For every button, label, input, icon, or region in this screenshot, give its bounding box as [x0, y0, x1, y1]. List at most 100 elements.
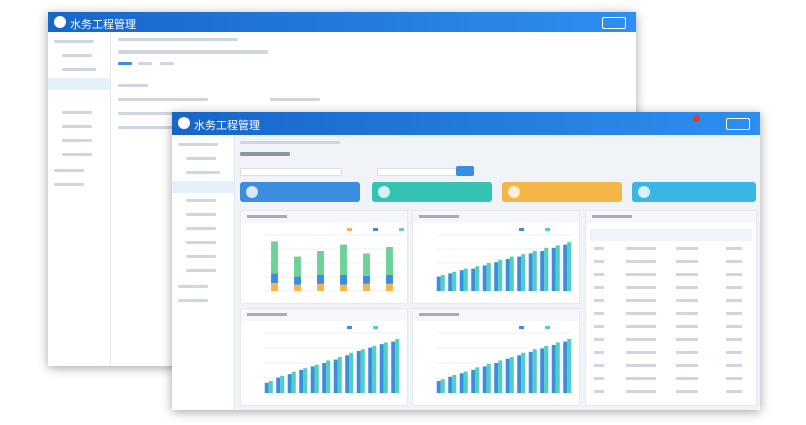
bar — [436, 381, 441, 393]
table-cell — [594, 286, 604, 289]
bar-segment — [294, 256, 301, 277]
bar — [463, 268, 468, 291]
table-cell — [676, 273, 698, 276]
bar — [482, 366, 487, 393]
table-cell — [626, 351, 656, 354]
bar — [540, 348, 545, 393]
bar-segment — [340, 244, 347, 275]
table-cell — [594, 273, 604, 276]
table-cell — [626, 299, 656, 302]
bar — [517, 355, 522, 393]
bar — [463, 371, 468, 393]
bar — [395, 339, 400, 393]
bar-segment — [363, 283, 370, 291]
table-cell — [676, 351, 698, 354]
bar — [482, 265, 487, 291]
table-cell — [626, 260, 656, 263]
legend-swatch — [545, 326, 550, 329]
bar-segment — [294, 284, 301, 291]
bar — [459, 373, 464, 393]
table-cell — [676, 338, 698, 341]
panel-title — [419, 215, 459, 218]
bar — [452, 375, 457, 393]
table-cell — [594, 364, 604, 367]
chart — [413, 211, 579, 292]
legend-swatch — [399, 228, 404, 231]
chart-panel — [412, 210, 580, 304]
table-cell — [726, 338, 742, 341]
logo — [178, 117, 190, 129]
chart — [413, 309, 579, 394]
bar — [333, 359, 338, 393]
table-cell — [726, 260, 742, 263]
bar — [540, 251, 545, 291]
panel-header — [241, 309, 407, 321]
panel-title — [247, 215, 287, 218]
panel-title — [419, 313, 459, 316]
bar — [532, 349, 537, 393]
bar — [276, 377, 281, 393]
bar — [372, 345, 377, 393]
bar — [436, 276, 441, 291]
legend-swatch — [519, 228, 524, 231]
bar — [563, 244, 568, 291]
bar-segment — [317, 283, 324, 291]
bar-segment — [317, 275, 324, 284]
panel-header — [413, 211, 579, 223]
bar — [368, 347, 373, 393]
table-panel — [585, 210, 757, 406]
logout-button[interactable] — [726, 118, 750, 130]
bar — [563, 341, 568, 393]
table — [586, 211, 756, 393]
bar — [471, 268, 476, 291]
table-cell — [726, 273, 742, 276]
bar — [505, 259, 510, 291]
search-button[interactable] — [456, 166, 474, 176]
bar — [287, 374, 292, 393]
bar — [337, 357, 342, 393]
table-cell — [676, 377, 698, 380]
table-cell — [626, 312, 656, 315]
table-cell — [594, 390, 604, 393]
table-cell — [626, 338, 656, 341]
bar — [310, 366, 315, 393]
table-cell — [676, 260, 698, 263]
bar — [475, 266, 480, 291]
table-cell — [594, 299, 604, 302]
legend-swatch — [373, 228, 378, 231]
table-cell — [594, 338, 604, 341]
bar — [440, 275, 445, 291]
bar — [379, 344, 384, 393]
table-cell — [726, 247, 742, 250]
bar — [264, 382, 269, 393]
bar-segment — [363, 253, 370, 276]
bar — [349, 352, 354, 393]
table-cell — [626, 286, 656, 289]
table-cell — [594, 325, 604, 328]
table-cell — [726, 312, 742, 315]
bar — [486, 363, 491, 393]
sidebar — [48, 32, 111, 366]
bar — [452, 271, 457, 291]
bar — [280, 375, 285, 393]
table-cell — [626, 377, 656, 380]
bar — [391, 341, 396, 393]
legend-swatch — [545, 228, 550, 231]
bar — [555, 342, 560, 393]
bar — [567, 339, 572, 393]
bar — [345, 355, 350, 393]
panel-header — [413, 309, 579, 321]
bar-segment — [340, 275, 347, 285]
bar-segment — [317, 251, 324, 275]
table-cell — [726, 325, 742, 328]
bar-segment — [363, 275, 370, 284]
bar — [498, 360, 503, 393]
bar — [505, 358, 510, 393]
bar — [498, 259, 503, 291]
header: 水务工程管理 — [48, 12, 636, 32]
logout-button[interactable] — [602, 17, 626, 29]
badge — [693, 115, 700, 122]
table-cell — [676, 364, 698, 367]
bar — [448, 273, 453, 291]
